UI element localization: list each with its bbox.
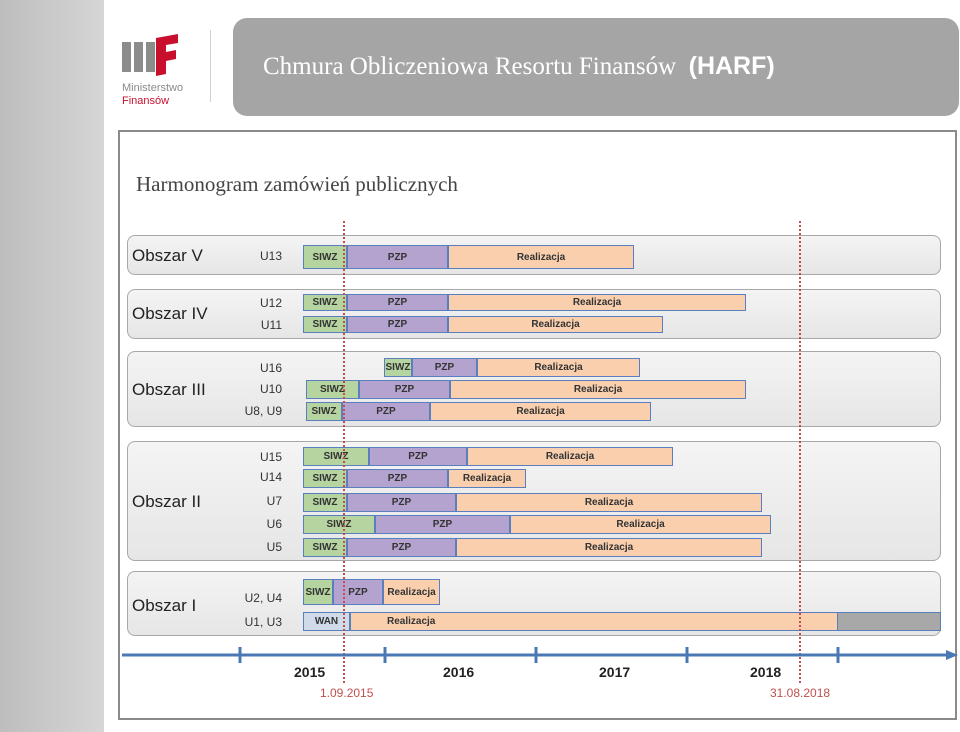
header-title: Chmura Obliczeniowa Resortu Finansów (HA… (263, 52, 775, 81)
logo-separator (210, 30, 211, 102)
bar-u6-pzp: PZP (375, 515, 510, 534)
row-label-u11: U11 (260, 318, 282, 332)
header-title-abbr: (HARF) (688, 52, 775, 80)
bar-u11-realizacja: Realizacja (448, 316, 663, 333)
bar-u10-realizacja: Realizacja (450, 380, 746, 399)
bar-u12-siwz: SIWZ (303, 294, 347, 311)
bar-u12-realizacja: Realizacja (448, 294, 746, 311)
row-label-u1-u3: U1, U3 (244, 615, 282, 629)
ministry-name-line2: Finansów (122, 95, 170, 107)
bar-u6-realizacja: Realizacja (510, 515, 771, 534)
bar-u8-u9-siwz: SIWZ (306, 402, 342, 421)
bar-u8-u9-pzp: PZP (342, 402, 430, 421)
area-label-iv: Obszar IV (132, 304, 208, 323)
page-title: Harmonogram zamówień publicznych (136, 172, 458, 196)
bar-u16-realizacja: Realizacja (477, 358, 640, 377)
bar-u14-pzp: PZP (347, 469, 448, 488)
bar-u13-siwz: SIWZ (303, 245, 347, 269)
year-label-2018: 2018 (750, 664, 782, 680)
year-label-2016: 2016 (443, 664, 475, 680)
bar-u7-pzp: PZP (347, 493, 456, 512)
bar-u6-siwz: SIWZ (303, 515, 375, 534)
year-label-2017: 2017 (599, 664, 631, 680)
bar-u5-realizacja: Realizacja (456, 538, 762, 557)
row-label-u13: U13 (259, 249, 282, 263)
bar-u5-pzp: PZP (347, 538, 456, 557)
bar-u2-u4-pzp: PZP (333, 579, 383, 605)
end-date-marker-line (799, 221, 801, 683)
bar-u14-realizacja: Realizacja (448, 469, 526, 488)
area-label-i: Obszar I (132, 596, 197, 615)
bar-u11-siwz: SIWZ (303, 316, 347, 333)
bar-u16-siwz: SIWZ (384, 358, 412, 377)
header-title-text: Chmura Obliczeniowa Resortu Finansów (263, 53, 677, 80)
bar-u15-siwz: SIWZ (303, 447, 369, 466)
row-label-u10: U10 (259, 382, 282, 396)
bar-u2-u4-realizacja: Realizacja (383, 579, 440, 605)
bar-u1-u3-realizacja: Realizacja (350, 612, 838, 631)
bar-u7-realizacja: Realizacja (456, 493, 762, 512)
bar-u14-siwz: SIWZ (303, 469, 347, 488)
bar-u8-u9-realizacja: Realizacja (430, 402, 651, 421)
row-label-u2-u4: U2, U4 (244, 591, 282, 605)
area-label-ii: Obszar II (132, 492, 201, 511)
row-label-u12: U12 (259, 296, 282, 310)
bar-u2-u4-siwz: SIWZ (303, 579, 333, 605)
ministry-name-line1: Ministerstwo (122, 82, 184, 94)
mf-logo-icon (122, 34, 178, 76)
row-label-u8-u9: U8, U9 (244, 404, 282, 418)
left-sidebar-strip (0, 0, 104, 732)
row-label-u7: U7 (266, 494, 282, 508)
bar-u5-siwz: SIWZ (303, 538, 347, 557)
row-label-u15: U15 (259, 450, 282, 464)
area-label-iii: Obszar III (132, 380, 206, 399)
bar-u7-siwz: SIWZ (303, 493, 347, 512)
bar-u15-pzp: PZP (369, 447, 467, 466)
row-label-u16: U16 (259, 361, 282, 375)
bar-u16-pzp: PZP (412, 358, 477, 377)
row-label-u5: U5 (266, 540, 282, 554)
end-date-label: 31.08.2018 (770, 686, 831, 700)
start-date-marker-line (343, 221, 345, 683)
bar-u13-pzp: PZP (347, 245, 448, 269)
row-label-u14: U14 (259, 470, 282, 484)
bar-u11-pzp: PZP (347, 316, 448, 333)
bar-u12-pzp: PZP (347, 294, 448, 311)
area-label-v: Obszar V (132, 246, 203, 265)
start-date-label: 1.09.2015 (320, 686, 374, 700)
bar-u10-siwz: SIWZ (306, 380, 359, 399)
ministry-logo: Ministerstwo Finansów (104, 0, 216, 125)
row-label-u6: U6 (266, 517, 282, 531)
ministry-name: Ministerstwo Finansów (122, 82, 183, 108)
bar-u13-realizacja: Realizacja (448, 245, 634, 269)
header-banner: Chmura Obliczeniowa Resortu Finansów (HA… (233, 18, 959, 116)
year-label-2015: 2015 (294, 664, 326, 680)
bar-u10-pzp: PZP (359, 380, 450, 399)
bar-u1-u3-wan: WAN (303, 612, 350, 631)
bar-u15-realizacja: Realizacja (467, 447, 673, 466)
